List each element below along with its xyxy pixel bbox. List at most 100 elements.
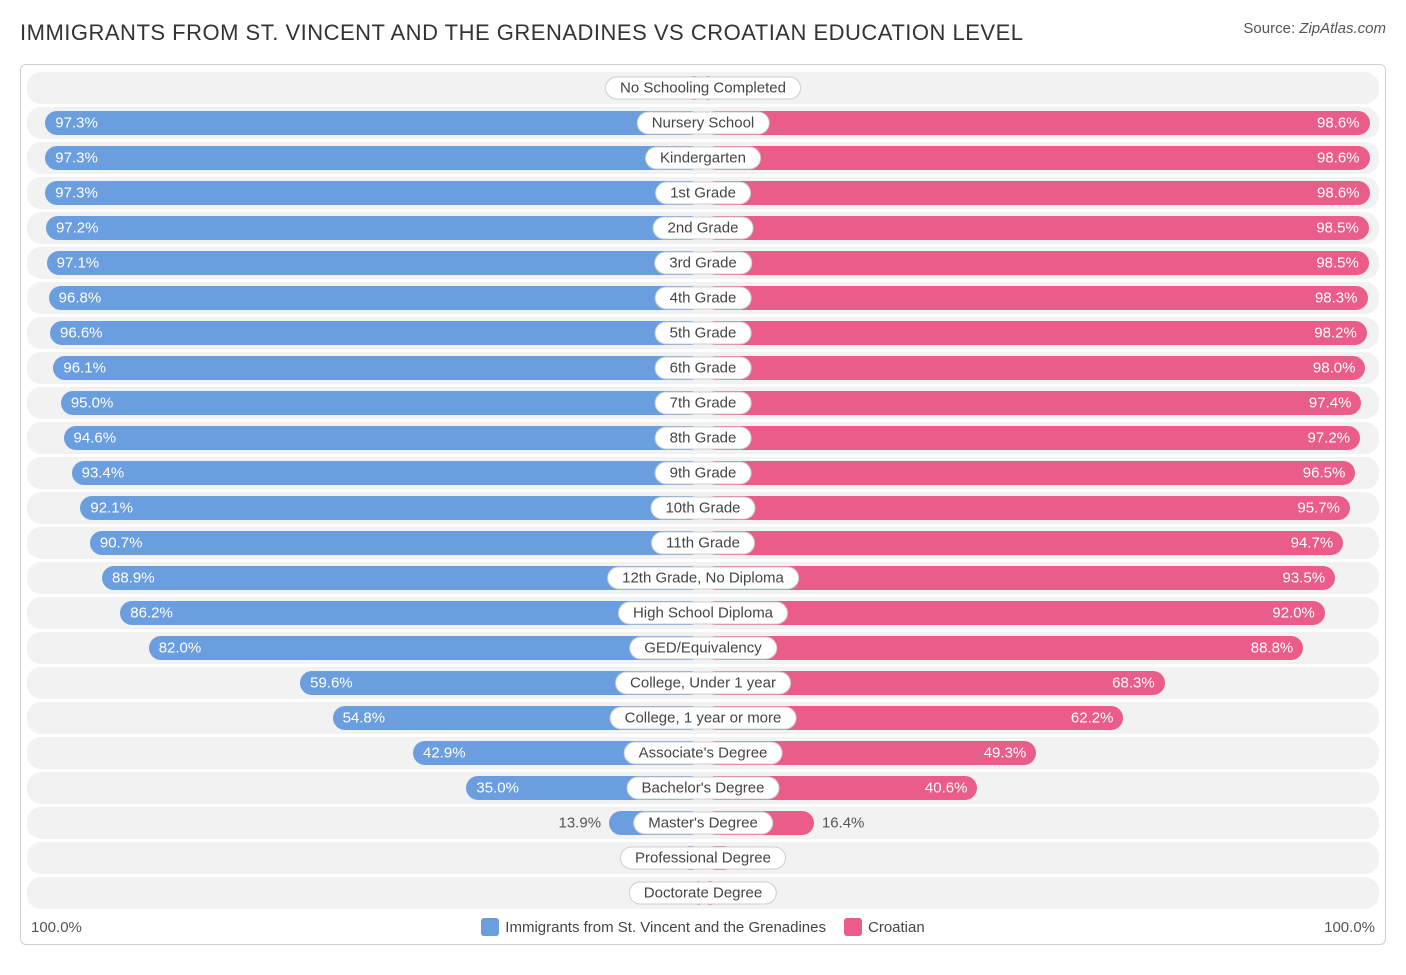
chart-row: 96.8% 98.3% 4th Grade — [27, 282, 1379, 314]
chart-row: 2.7%1.5%No Schooling Completed — [27, 72, 1379, 104]
bar-left: 96.8% — [49, 286, 703, 310]
category-label: 9th Grade — [655, 462, 752, 485]
chart-row: 97.3%98.6%Nursery School — [27, 107, 1379, 139]
chart-row: 97.1% 98.5% 3rd Grade — [27, 247, 1379, 279]
bar-right: 98.0% — [703, 356, 1365, 380]
chart-row: 35.0% 40.6% Bachelor's Degree — [27, 772, 1379, 804]
chart-row: 97.3%98.6%1st Grade — [27, 177, 1379, 209]
bar-left: 96.6% — [50, 321, 703, 345]
chart-title: IMMIGRANTS FROM ST. VINCENT AND THE GREN… — [20, 20, 1024, 46]
legend-swatch-left — [481, 918, 499, 936]
chart-row: 1.3%2.0%Doctorate Degree — [27, 877, 1379, 909]
legend-swatch-right — [844, 918, 862, 936]
bar-left-value: 96.1% — [63, 360, 106, 377]
category-label: 3rd Grade — [654, 252, 752, 275]
category-label: 12th Grade, No Diploma — [607, 567, 799, 590]
bar-right: 98.2% — [703, 321, 1367, 345]
category-label: 6th Grade — [655, 357, 752, 380]
chart-row: 96.1% 98.0% 6th Grade — [27, 352, 1379, 384]
bar-left-value: 93.4% — [82, 465, 125, 482]
bar-right: 98.6% — [703, 181, 1370, 205]
bar-right-value: 40.6% — [925, 780, 968, 797]
bar-right-value: 92.0% — [1272, 605, 1315, 622]
bar-right: 97.2% — [703, 426, 1360, 450]
chart-row: 96.6% 98.2% 5th Grade — [27, 317, 1379, 349]
bar-right-value: 98.5% — [1316, 220, 1359, 237]
bar-right: 96.5% — [703, 461, 1355, 485]
bar-right: 95.7% — [703, 496, 1350, 520]
bar-left: 86.2% — [120, 601, 703, 625]
chart-row: 3.7%4.9%Professional Degree — [27, 842, 1379, 874]
legend-left-label: Immigrants from St. Vincent and the Gren… — [505, 919, 826, 936]
bar-right-value: 95.7% — [1297, 500, 1340, 517]
category-label: High School Diploma — [618, 602, 788, 625]
chart-row: 42.9%49.3%Associate's Degree — [27, 737, 1379, 769]
chart-row: 92.1% 95.7% 10th Grade — [27, 492, 1379, 524]
bar-left: 93.4% — [72, 461, 703, 485]
bar-right: 92.0% — [703, 601, 1325, 625]
bar-left-value: 92.1% — [90, 500, 133, 517]
chart-row: 95.0%97.4%7th Grade — [27, 387, 1379, 419]
bar-right-value: 49.3% — [984, 745, 1027, 762]
bar-right-value: 96.5% — [1303, 465, 1346, 482]
chart-row: 90.7% 94.7% 11th Grade — [27, 527, 1379, 559]
bar-left-value: 35.0% — [476, 780, 519, 797]
bar-right-value: 62.2% — [1071, 710, 1114, 727]
bar-left-value: 88.9% — [112, 570, 155, 587]
chart-row: 54.8%62.2%College, 1 year or more — [27, 702, 1379, 734]
bar-right-value: 98.6% — [1317, 150, 1360, 167]
chart-row: 88.9% 93.5% 12th Grade, No Diploma — [27, 562, 1379, 594]
bar-left: 96.1% — [53, 356, 703, 380]
category-label: 11th Grade — [651, 532, 755, 555]
category-label: GED/Equivalency — [629, 637, 777, 660]
bar-right-value: 98.5% — [1316, 255, 1359, 272]
category-label: 4th Grade — [655, 287, 752, 310]
category-label: Professional Degree — [620, 847, 786, 870]
chart-source: Source: ZipAtlas.com — [1243, 20, 1386, 37]
category-label: Nursery School — [637, 112, 770, 135]
bar-right-value: 68.3% — [1112, 675, 1155, 692]
bar-left-value: 97.1% — [57, 255, 100, 272]
bar-right-value: 94.7% — [1291, 535, 1334, 552]
category-label: College, Under 1 year — [615, 672, 791, 695]
bar-right-value: 16.4% — [822, 815, 865, 832]
bar-left: 97.3% — [45, 181, 703, 205]
category-label: No Schooling Completed — [605, 77, 801, 100]
legend-right-label: Croatian — [868, 919, 925, 936]
bar-right-value: 98.3% — [1315, 290, 1358, 307]
legend-left: Immigrants from St. Vincent and the Gren… — [481, 918, 826, 936]
chart-row: 97.2% 98.5% 2nd Grade — [27, 212, 1379, 244]
bar-left-value: 96.6% — [60, 325, 103, 342]
category-label: College, 1 year or more — [610, 707, 797, 730]
category-label: Bachelor's Degree — [627, 777, 780, 800]
bar-left-value: 42.9% — [423, 745, 466, 762]
bar-right-value: 98.2% — [1314, 325, 1357, 342]
bar-left: 97.2% — [46, 216, 703, 240]
bar-right-value: 98.0% — [1313, 360, 1356, 377]
category-label: 5th Grade — [655, 322, 752, 345]
category-label: Master's Degree — [633, 812, 773, 835]
bar-left-value: 90.7% — [100, 535, 143, 552]
category-label: 10th Grade — [650, 497, 755, 520]
bar-right-value: 93.5% — [1283, 570, 1326, 587]
category-label: 7th Grade — [655, 392, 752, 415]
bar-left-value: 59.6% — [310, 675, 353, 692]
category-label: Kindergarten — [645, 147, 761, 170]
category-label: 8th Grade — [655, 427, 752, 450]
chart-row: 82.0%88.8%GED/Equivalency — [27, 632, 1379, 664]
source-name: ZipAtlas.com — [1299, 20, 1386, 37]
category-label: 2nd Grade — [653, 217, 754, 240]
category-label: Doctorate Degree — [629, 882, 777, 905]
bar-right-value: 97.2% — [1308, 430, 1351, 447]
bar-left: 92.1% — [80, 496, 703, 520]
bar-right-value: 98.6% — [1317, 185, 1360, 202]
bar-right: 98.5% — [703, 251, 1369, 275]
legend-right: Croatian — [844, 918, 925, 936]
chart-header: IMMIGRANTS FROM ST. VINCENT AND THE GREN… — [20, 20, 1386, 46]
bar-left-value: 97.2% — [56, 220, 99, 237]
bar-left-value: 96.8% — [59, 290, 102, 307]
bar-left-value: 97.3% — [55, 150, 98, 167]
bar-right: 94.7% — [703, 531, 1343, 555]
chart-row: 59.6% 68.3% College, Under 1 year — [27, 667, 1379, 699]
bar-right: 98.3% — [703, 286, 1368, 310]
